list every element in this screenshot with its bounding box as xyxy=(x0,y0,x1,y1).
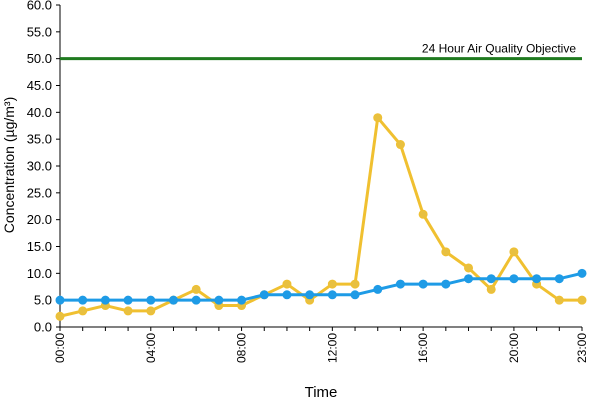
y-tick-label: 10.0 xyxy=(27,266,52,281)
series-1-point xyxy=(282,279,292,289)
series-2-point xyxy=(191,295,201,305)
axes: 0.0 5.0 10.0 15.0 20.0 25.0 30.0 35.0 40.0 45.0 50… xyxy=(27,0,589,363)
series-group xyxy=(55,113,587,321)
series-2-point xyxy=(168,295,178,305)
reference-line-group: 24 Hour Air Quality Objective xyxy=(60,42,582,61)
series-2-point xyxy=(554,274,564,284)
series-1-point xyxy=(486,284,496,294)
y-tick-label: 35.0 xyxy=(27,132,52,147)
series-2-point xyxy=(532,274,542,284)
series-2-point xyxy=(441,279,451,289)
y-tick-label: 60.0 xyxy=(27,0,52,13)
series-1-point xyxy=(395,140,405,150)
series-2-point xyxy=(55,295,65,305)
y-tick-label: 15.0 xyxy=(27,239,52,254)
y-tick-label: 30.0 xyxy=(27,159,52,174)
y-tick-label: 0.0 xyxy=(34,320,52,335)
series-1-point xyxy=(509,247,519,257)
series-2-point xyxy=(78,295,88,305)
x-tick-label: 04:00 xyxy=(144,333,158,363)
series-1-point xyxy=(577,295,587,305)
y-tick-label: 25.0 xyxy=(27,185,52,200)
series-1-point xyxy=(441,247,451,257)
y-tick-label: 20.0 xyxy=(27,212,52,227)
series-1-point xyxy=(78,306,88,316)
y-tick-label: 45.0 xyxy=(27,78,52,93)
series-1-point xyxy=(191,284,201,294)
series-2-point xyxy=(486,274,496,284)
series-2-point xyxy=(577,268,587,278)
series-2-point xyxy=(350,290,360,300)
y-axis-label: Concentration (µg/m³) xyxy=(1,97,17,233)
series-2-point xyxy=(327,290,337,300)
x-tick-label: 20:00 xyxy=(507,333,521,363)
reference-line-label: 24 Hour Air Quality Objective xyxy=(422,42,576,56)
x-tick-label: 00:00 xyxy=(53,333,67,363)
series-1-point xyxy=(327,279,337,289)
x-tick-label: 23:00 xyxy=(575,333,589,363)
series-2-point xyxy=(123,295,133,305)
series-1-point xyxy=(373,113,383,123)
x-tick-label: 16:00 xyxy=(416,333,430,363)
series-2-point xyxy=(418,279,428,289)
y-tick-label: 50.0 xyxy=(27,51,52,66)
series-2-point xyxy=(146,295,156,305)
x-tick-label: 08:00 xyxy=(235,333,249,363)
series-2-line xyxy=(60,271,583,302)
series-2-point xyxy=(395,279,405,289)
series-2-point xyxy=(214,295,224,305)
series-2-point xyxy=(100,295,110,305)
x-tick-label: 12:00 xyxy=(325,333,339,363)
series-2-point xyxy=(282,290,292,300)
series-2-point xyxy=(305,290,315,300)
series-2-point xyxy=(509,274,519,284)
series-2-point xyxy=(464,274,474,284)
series-1-point xyxy=(464,263,474,273)
y-tick-label: 40.0 xyxy=(27,105,52,120)
y-tick-label: 5.0 xyxy=(34,293,52,308)
series-2-point xyxy=(237,295,247,305)
series-1-point xyxy=(554,295,564,305)
series-1-point xyxy=(146,306,156,316)
series-1-point xyxy=(418,209,428,219)
series-1-point xyxy=(123,306,133,316)
series-1-point xyxy=(350,279,360,289)
series-2-point xyxy=(373,284,383,294)
series-2-point xyxy=(259,290,269,300)
series-1-point xyxy=(55,311,65,321)
x-axis-label: Time xyxy=(305,384,338,400)
series-1-line xyxy=(59,116,582,318)
y-tick-label: 55.0 xyxy=(27,24,52,39)
